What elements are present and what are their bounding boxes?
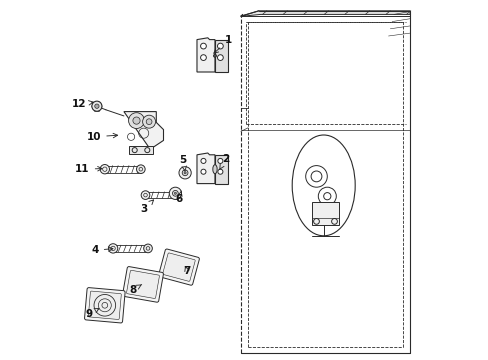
Text: 2: 2 xyxy=(219,154,229,170)
Polygon shape xyxy=(197,153,215,184)
Circle shape xyxy=(172,190,178,196)
Circle shape xyxy=(174,192,176,194)
Ellipse shape xyxy=(212,165,217,174)
Circle shape xyxy=(183,172,186,174)
Bar xyxy=(129,146,152,154)
Text: 12: 12 xyxy=(72,99,93,109)
Polygon shape xyxy=(215,155,227,184)
Polygon shape xyxy=(123,112,163,148)
Text: 1: 1 xyxy=(213,35,231,53)
Text: 6: 6 xyxy=(175,191,182,204)
Polygon shape xyxy=(241,11,409,16)
Text: 9: 9 xyxy=(85,309,99,319)
Circle shape xyxy=(136,165,145,174)
Circle shape xyxy=(169,187,181,199)
Polygon shape xyxy=(197,38,215,72)
Circle shape xyxy=(182,170,187,176)
Circle shape xyxy=(141,191,149,199)
Circle shape xyxy=(217,55,223,60)
Circle shape xyxy=(200,55,206,60)
Circle shape xyxy=(218,169,223,174)
Circle shape xyxy=(128,113,144,129)
Text: 11: 11 xyxy=(75,164,102,174)
Circle shape xyxy=(200,43,206,49)
Text: 7: 7 xyxy=(183,266,190,276)
Circle shape xyxy=(133,117,140,124)
Text: 3: 3 xyxy=(141,200,153,214)
Text: 8: 8 xyxy=(129,284,142,295)
Circle shape xyxy=(213,54,216,57)
Text: 5: 5 xyxy=(179,155,186,171)
Text: 10: 10 xyxy=(86,132,117,142)
FancyBboxPatch shape xyxy=(126,270,159,298)
Text: 4: 4 xyxy=(91,245,113,255)
Circle shape xyxy=(217,43,223,49)
FancyBboxPatch shape xyxy=(84,288,125,323)
FancyBboxPatch shape xyxy=(88,291,121,319)
Circle shape xyxy=(95,104,99,108)
Circle shape xyxy=(146,119,152,125)
Circle shape xyxy=(143,244,152,253)
Circle shape xyxy=(172,191,181,199)
Circle shape xyxy=(100,165,109,174)
FancyBboxPatch shape xyxy=(158,249,199,285)
Circle shape xyxy=(201,158,205,163)
Circle shape xyxy=(201,169,205,174)
Circle shape xyxy=(142,115,155,128)
FancyBboxPatch shape xyxy=(122,267,163,302)
Circle shape xyxy=(108,244,118,253)
FancyBboxPatch shape xyxy=(163,253,195,281)
Circle shape xyxy=(92,101,102,111)
Circle shape xyxy=(179,167,191,179)
Polygon shape xyxy=(215,40,227,72)
Bar xyxy=(311,202,339,225)
Circle shape xyxy=(218,158,223,163)
